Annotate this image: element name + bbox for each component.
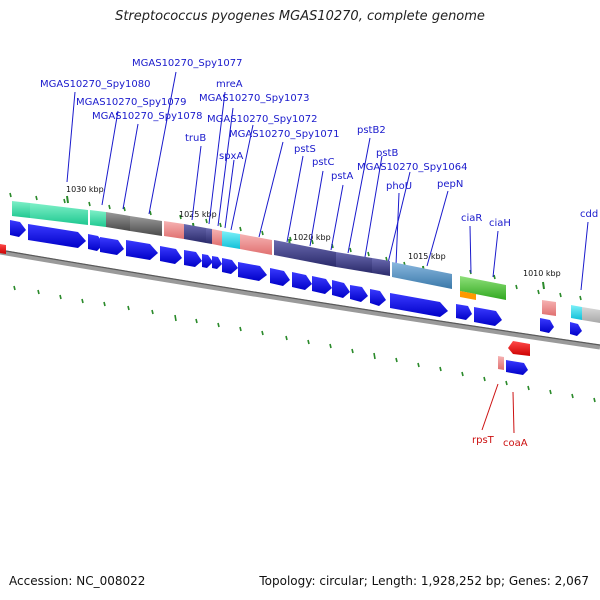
scale-tick-label-1025: 1025 kbp: [179, 210, 217, 219]
rna-leader-lines: [481, 383, 515, 434]
cds-arrow: [506, 360, 528, 375]
cds-arrow: [28, 224, 86, 248]
cds-arrow: [212, 256, 222, 269]
feature-block-navy-5: [372, 258, 390, 276]
gene-label: pstB: [376, 148, 398, 159]
genome-summary-text: Topology: circular; Length: 1,928,252 bp…: [259, 574, 589, 588]
gene-label: pstC: [312, 157, 334, 168]
cds-arrow: [456, 304, 472, 320]
cds-arrow: [390, 293, 448, 317]
gene-label: MGAS10270_Spy1072: [207, 114, 317, 125]
gene-label: ciaR: [461, 213, 482, 224]
cds-arrow: [126, 240, 158, 260]
feature-block-teal-3: [90, 210, 106, 227]
figure-title: Streptococcus pyogenes MGAS10270, comple…: [115, 9, 485, 24]
cog-feature-track: [12, 201, 600, 323]
feature-block-grey-3: [582, 307, 600, 323]
cds-arrow: [370, 289, 386, 306]
cds-arrow: [312, 276, 332, 294]
gene-label: truB: [185, 133, 206, 144]
feature-block-navy-3: [274, 240, 336, 267]
gene-label: ciaH: [489, 218, 511, 229]
cds-track: [10, 220, 582, 375]
cds-arrow: [270, 268, 290, 286]
gene-label: coaA: [503, 438, 528, 449]
cds-arrow: [292, 272, 312, 290]
gene-label: pstS: [294, 144, 316, 155]
cds-arrow: [160, 246, 182, 264]
feature-block-pink-3: [240, 234, 272, 255]
gene-label: phoU: [386, 181, 412, 192]
gene-label: pstB2: [357, 125, 386, 136]
feature-block-cyan-1: [222, 231, 240, 249]
cds-arrow: [202, 254, 213, 268]
feature-block-navy-4: [336, 252, 372, 273]
genome-backbone-highlight: [0, 249, 600, 346]
gene-label: MGAS10270_Spy1080: [40, 79, 150, 90]
feature-block-grey-2: [130, 216, 162, 236]
gene-label: MGAS10270_Spy1078: [92, 111, 202, 122]
inner-tick-row: [13, 285, 596, 403]
cds-arrow: [184, 250, 202, 267]
scale-tick-label-1010: 1010 kbp: [523, 269, 561, 278]
cds-arrow: [100, 237, 124, 255]
gene-label: pstA: [331, 171, 353, 182]
feature-block-pink-5: [498, 356, 504, 370]
label-leader-lines: [66, 71, 589, 291]
feature-block-navy-1: [184, 224, 206, 243]
genome-backbone: [0, 249, 600, 350]
cds-arrow: [238, 262, 267, 281]
feature-block-grey-1: [106, 212, 130, 231]
feature-block-teal-1: [12, 201, 30, 218]
gene-label: MGAS10270_Spy1073: [199, 93, 309, 104]
feature-block-orange: [460, 291, 476, 300]
gene-label: pepN: [437, 179, 463, 190]
feature-block-green: [460, 276, 506, 300]
rna-arrow-rpsT: [508, 341, 530, 356]
feature-block-steel: [392, 262, 452, 289]
rna-arrow-left: [0, 244, 6, 254]
feature-block-pink-2: [212, 229, 222, 246]
accession-text: Accession: NC_008022: [9, 574, 146, 588]
scale-tick-label-1030: 1030 kbp: [66, 185, 104, 194]
gene-label: spxA: [219, 151, 243, 162]
cds-arrow: [540, 318, 554, 333]
gene-label: MGAS10270_Spy1071: [229, 129, 339, 140]
reverse-features: [0, 244, 530, 370]
gene-label: MGAS10270_Spy1077: [132, 58, 242, 69]
cds-arrow: [570, 322, 582, 336]
feature-block-teal-2: [30, 203, 88, 225]
feature-block-pink-4: [542, 300, 556, 316]
cds-arrow: [474, 307, 502, 326]
outer-tick-row: [9, 192, 582, 301]
gene-label: MGAS10270_Spy1064: [357, 162, 467, 173]
feature-block-navy-2: [206, 228, 212, 244]
gene-labels: MGAS10270_Spy1077 MGAS10270_Spy1080 mreA…: [40, 58, 598, 449]
cds-arrow: [222, 258, 238, 274]
cds-arrow: [332, 280, 350, 298]
feature-block-pink-1: [164, 221, 184, 239]
gene-label: MGAS10270_Spy1079: [76, 97, 186, 108]
scale-tick-label-1015: 1015 kbp: [408, 252, 446, 261]
cds-arrow: [10, 220, 26, 237]
cds-arrow: [350, 285, 368, 302]
gene-label: mreA: [216, 79, 243, 90]
feature-block-cyan-2: [571, 305, 582, 320]
gene-label: cdd: [580, 209, 598, 220]
gene-label: rpsT: [472, 435, 495, 446]
